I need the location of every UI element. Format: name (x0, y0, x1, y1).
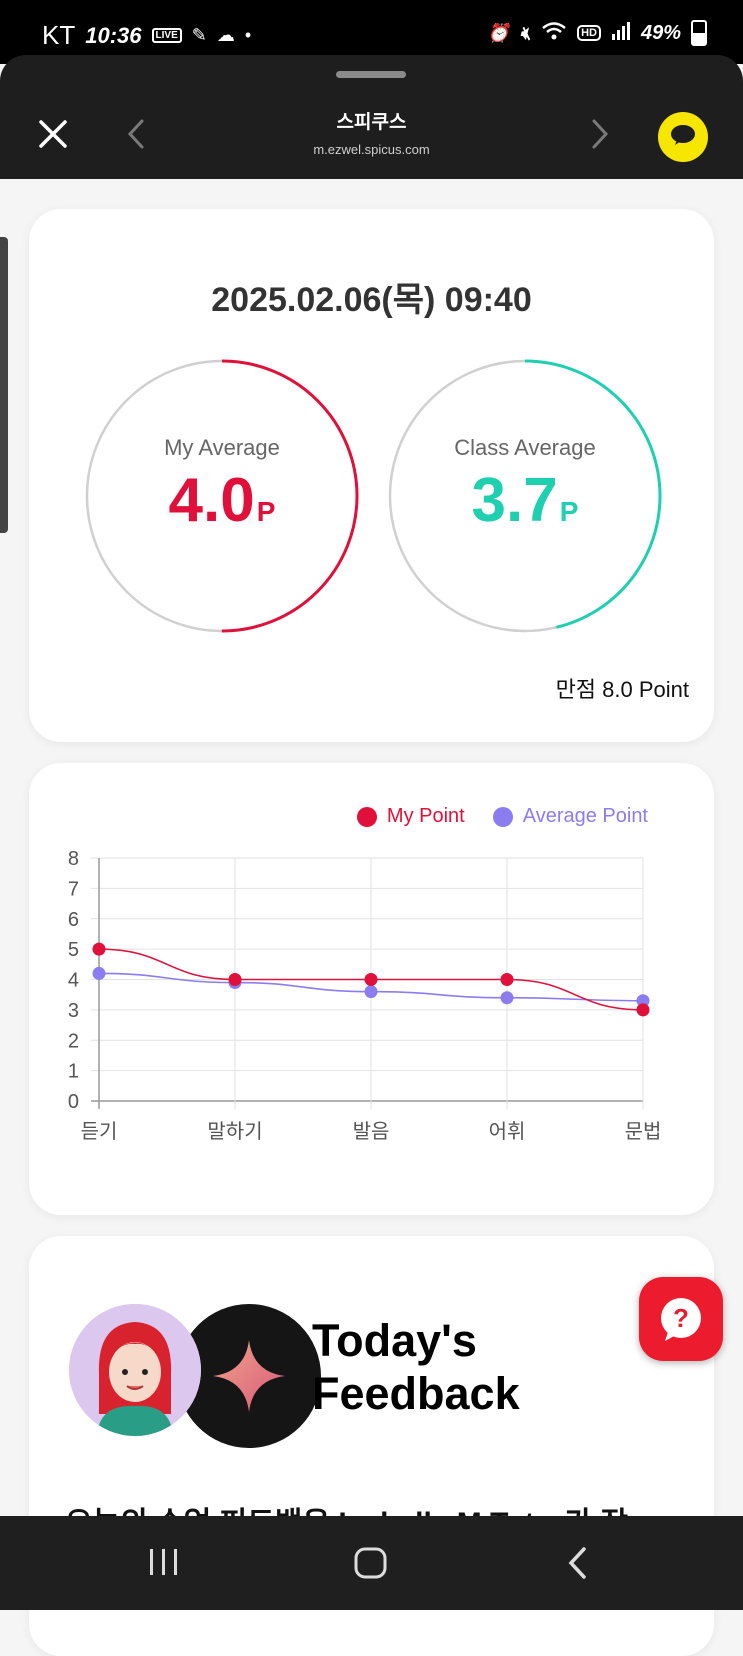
clock: 10:36 (85, 22, 142, 48)
tutor-avatar (69, 1304, 201, 1436)
ai-sparkle-avatar (177, 1304, 321, 1448)
dot-icon: • (244, 25, 252, 45)
sheet-drag-handle[interactable] (336, 71, 406, 78)
y-tick-label: 3 (68, 1000, 79, 1022)
feedback-title-line1: Today's (312, 1315, 477, 1366)
class-average-unit: P (559, 496, 579, 527)
page-title: 스피쿠스 (336, 112, 407, 133)
data-point-average-point (500, 991, 514, 1005)
legend-label-my-point: My Point (386, 805, 465, 827)
live-badge: LIVE (151, 28, 182, 43)
home-icon[interactable] (354, 1546, 388, 1585)
data-point-my-point (364, 973, 378, 986)
line-chart: 0 1 2 3 4 5 6 7 8 듣기 말하기 발음 어휘 문법 (68, 848, 662, 1143)
class-average-gauge: Class Average 3.7P (386, 357, 664, 635)
y-tick-label: 0 (68, 1091, 79, 1113)
y-tick-label: 2 (68, 1030, 79, 1052)
data-point-average-point (364, 985, 378, 999)
x-tick-label: 발음 (353, 1119, 390, 1143)
feedback-title: Today's Feedback (312, 1314, 520, 1420)
header-title-block: 스피쿠스 m.ezwel.spicus.com (0, 107, 743, 157)
sparkle-icon (213, 1340, 285, 1412)
data-point-average-point (92, 966, 106, 980)
signal-icon (611, 21, 631, 45)
hd-badge: HD (577, 25, 601, 41)
legend-dot-my-point (356, 806, 377, 827)
back-icon[interactable] (566, 1546, 590, 1585)
x-tick-label: 말하기 (207, 1119, 262, 1143)
side-scrollbar[interactable] (0, 237, 8, 533)
webview-header: 스피쿠스 m.ezwel.spicus.com (0, 55, 743, 179)
battery-percent: 49% (640, 21, 681, 44)
my-average-value: 4.0P (83, 465, 361, 536)
x-tick-label: 어휘 (489, 1119, 526, 1143)
status-right: ⏰ 🔇︎ HD 49% (487, 20, 707, 46)
data-point-my-point (92, 942, 106, 956)
legend-average-point[interactable]: Average Point (492, 805, 648, 828)
x-tick-label: 듣기 (81, 1119, 118, 1143)
legend-dot-average-point (492, 806, 513, 827)
x-tick-label: 문법 (625, 1119, 662, 1143)
close-icon[interactable] (36, 117, 70, 151)
y-tick-label: 7 (68, 878, 79, 900)
help-question-icon: ? (661, 1298, 701, 1341)
status-bar: KT 10:36 LIVE ✎ ☁ • ⏰ 🔇︎ HD 49% (0, 0, 743, 64)
data-point-my-point (500, 973, 514, 986)
my-average-label: My Average (164, 435, 280, 460)
chart-legend: My Point Average Point (339, 805, 648, 828)
battery-icon (691, 20, 707, 46)
data-point-my-point (636, 1003, 650, 1017)
cloud-icon: ☁ (216, 25, 235, 45)
feedback-title-line2: Feedback (312, 1368, 520, 1419)
svg-text:?: ? (673, 1303, 689, 1333)
y-tick-label: 1 (68, 1061, 79, 1083)
lesson-datetime: 2025.02.06(목) 09:40 (211, 281, 532, 319)
data-point-average-point (636, 994, 650, 1008)
system-navigation-bar (0, 1516, 743, 1610)
mute-icon: 🔇︎ (519, 22, 532, 43)
help-button[interactable]: ? (639, 1277, 723, 1361)
y-tick-label: 4 (68, 970, 79, 992)
y-tick-label: 5 (68, 939, 79, 961)
legend-my-point[interactable]: My Point (356, 805, 465, 828)
recent-apps-icon[interactable] (148, 1546, 180, 1583)
score-chart-card: My Point Average Point 0 1 2 3 4 5 6 7 8 듣기 말하기 발음 어… (29, 763, 714, 1215)
class-average-value: 3.7P (386, 465, 664, 536)
chevron-right-icon[interactable] (584, 117, 614, 151)
full-mark-text: 만점 8.0 Point (555, 677, 689, 702)
kakao-share-button[interactable] (658, 112, 708, 162)
score-summary-card: 2025.02.06(목) 09:40 My Average 4.0P Clas… (29, 209, 714, 742)
my-average-number: 4.0 (168, 466, 255, 535)
class-average-number: 3.7 (471, 466, 558, 535)
page-url: m.ezwel.spicus.com (313, 142, 430, 157)
status-left: KT 10:36 LIVE ✎ ☁ • (42, 20, 251, 51)
wifi-icon (541, 21, 567, 46)
y-tick-label: 8 (68, 848, 79, 870)
carrier-label: KT (42, 20, 76, 50)
my-average-unit: P (256, 496, 276, 527)
chat-bubble-icon (670, 124, 696, 151)
my-average-gauge: My Average 4.0P (83, 357, 361, 635)
data-point-my-point (228, 973, 242, 986)
pencil-icon: ✎ (191, 25, 207, 45)
y-tick-label: 6 (68, 909, 79, 931)
chevron-left-icon[interactable] (122, 117, 152, 151)
legend-label-average-point: Average Point (522, 805, 648, 827)
alarm-icon: ⏰ (487, 22, 510, 43)
class-average-label: Class Average (454, 435, 596, 460)
